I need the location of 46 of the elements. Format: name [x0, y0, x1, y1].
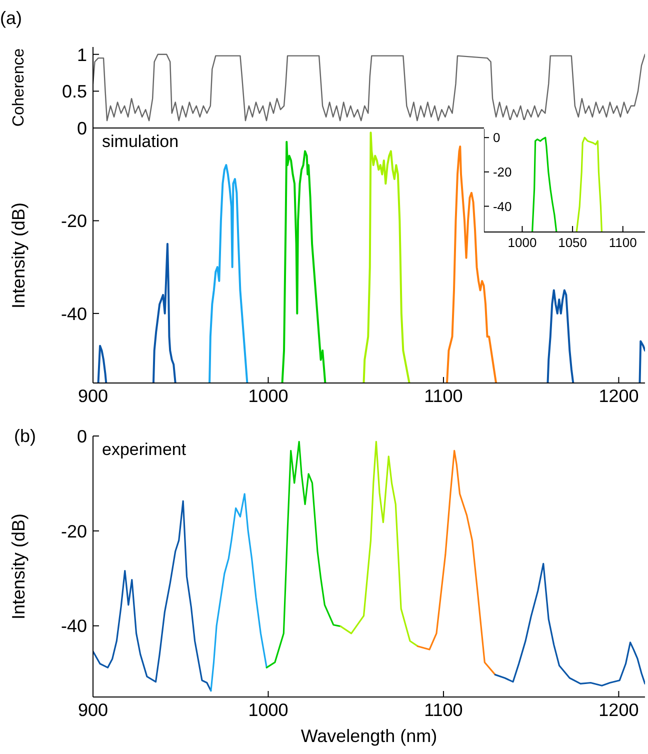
line-series	[93, 500, 212, 692]
x-axis-title: Wavelength (nm)	[300, 726, 438, 746]
line-series	[638, 340, 645, 383]
y-tick-label: -40	[61, 304, 88, 324]
x-tick-label: 1100	[424, 700, 463, 720]
x-tick-label: 1000	[248, 386, 288, 406]
line-series	[210, 493, 268, 692]
annotation: simulation	[102, 132, 179, 152]
y-tick-label: -40	[493, 198, 512, 214]
x-tick-label: 900	[78, 700, 108, 720]
y-tick-label: -40	[61, 616, 88, 636]
y-tick-label: 0	[493, 130, 500, 146]
line-series	[266, 440, 342, 668]
y-tick-label: 0	[76, 426, 88, 446]
y-tick-label: -20	[493, 164, 512, 180]
y-axis-title: Intensity (dB)	[8, 514, 28, 620]
chart-title: (b)	[14, 426, 36, 447]
chart-title: (a)	[0, 8, 22, 29]
y-tick-label: 0.5	[62, 82, 87, 102]
line-series	[340, 440, 419, 648]
x-tick-label: 1200	[598, 386, 639, 406]
x-tick-label: 1200	[598, 700, 639, 720]
line-series	[97, 344, 108, 383]
line-series	[208, 164, 248, 383]
y-axis-title: Coherence	[10, 48, 28, 127]
x-tick-label: 1050	[558, 235, 587, 250]
annotation: experiment	[102, 440, 186, 460]
x-tick-label: 1100	[608, 235, 637, 250]
y-tick-label: 0	[76, 118, 87, 138]
line-series	[152, 242, 176, 383]
y-tick-label: -20	[61, 211, 88, 232]
y-tick-label: -20	[61, 521, 88, 542]
y-tick-label: 1	[76, 44, 87, 65]
line-series	[281, 140, 326, 383]
y-axis-title: Intensity (dB)	[8, 202, 28, 308]
line-series	[362, 132, 410, 383]
line-series	[494, 562, 645, 686]
line-series	[546, 289, 574, 383]
x-tick-label: 900	[78, 386, 108, 406]
x-tick-label: 1000	[248, 700, 288, 720]
line-series	[416, 450, 496, 676]
line-series	[576, 136, 603, 232]
line-series	[93, 54, 645, 122]
x-tick-label: 1000	[508, 235, 537, 250]
line-series	[532, 136, 558, 232]
x-tick-label: 1100	[424, 386, 463, 406]
